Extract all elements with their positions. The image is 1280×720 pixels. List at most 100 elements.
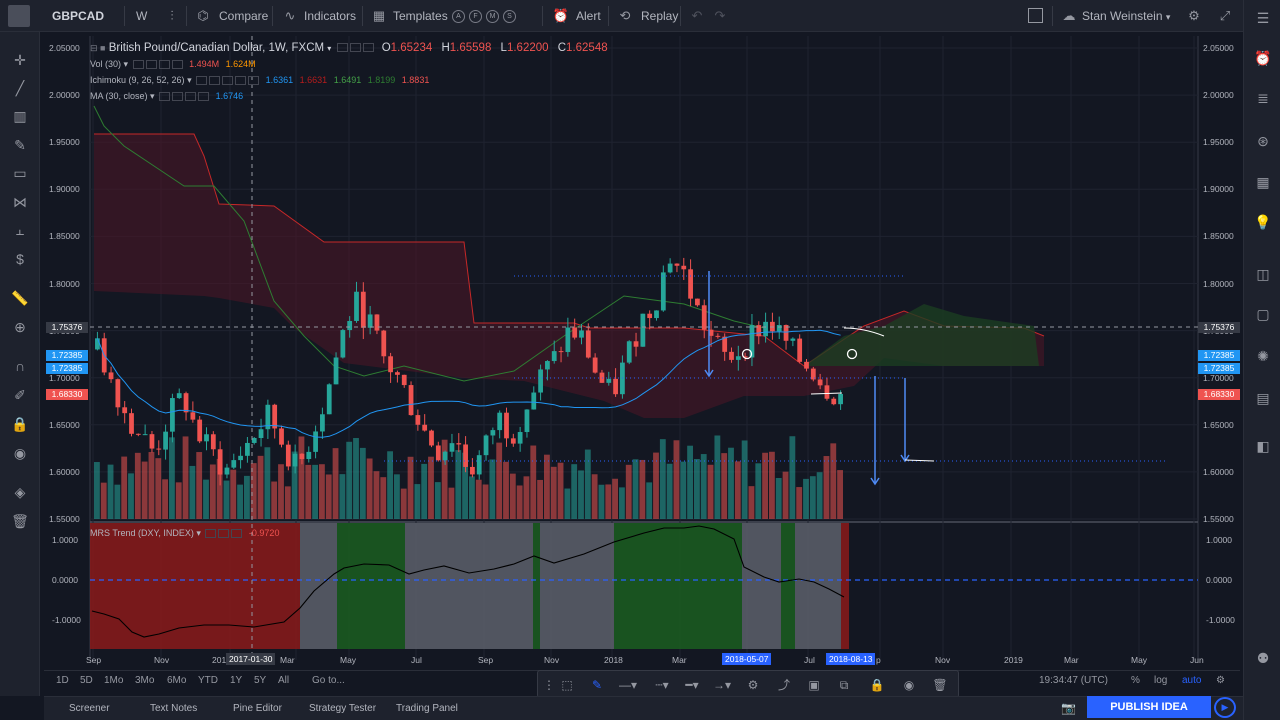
play-icon[interactable]: ▶: [1214, 697, 1236, 718]
alarm-icon[interactable]: ⏰: [1254, 50, 1272, 66]
range-5d[interactable]: 5D: [80, 675, 93, 686]
crosshair-icon[interactable]: ✛: [14, 52, 26, 68]
layers-icon[interactable]: ◈: [14, 484, 26, 500]
date-range-start-tag: 2018-05-07: [722, 653, 772, 665]
auto-toggle[interactable]: auto: [1182, 675, 1202, 686]
range-1d[interactable]: 1D: [56, 675, 69, 686]
axis-settings-icon[interactable]: ⚙: [1216, 675, 1225, 686]
eye-icon[interactable]: ◉: [13, 445, 27, 461]
dollar-icon[interactable]: $: [16, 251, 24, 267]
clock[interactable]: 19:34:47 (UTC): [1039, 675, 1108, 686]
tab-trading-panel[interactable]: Trading Panel: [396, 703, 458, 714]
interval-button[interactable]: W: [136, 9, 148, 23]
ichimoku-legend[interactable]: Ichimoku (9, 26, 52, 26) ▾ 1.6361 1.6631…: [90, 75, 430, 86]
ideas-icon[interactable]: 💡: [1254, 214, 1272, 230]
order-panel-icon[interactable]: ▤: [1256, 390, 1270, 406]
indicators-button[interactable]: Indicators: [304, 9, 357, 23]
selection-icon[interactable]: ⬚: [561, 678, 573, 692]
delete-icon[interactable]: 🗑: [932, 678, 948, 692]
alert-line-icon[interactable]: ⤴: [777, 678, 790, 692]
magnet-icon[interactable]: ∩: [14, 358, 26, 374]
template-slot-m[interactable]: M: [486, 10, 499, 24]
candle-body: [272, 404, 278, 429]
price-tick: 2.00000: [49, 90, 80, 101]
line-end-icon[interactable]: →▾: [712, 678, 732, 692]
notifications-icon[interactable]: ✺: [1257, 348, 1269, 364]
gear-icon[interactable]: ⚙: [1188, 8, 1200, 23]
range-all[interactable]: All: [278, 675, 290, 686]
dom-icon[interactable]: ◧: [1256, 438, 1270, 454]
collapse-icon[interactable]: ⊟ ■: [90, 43, 106, 53]
chat-icon[interactable]: ▢: [1256, 306, 1270, 322]
stay-drawing-icon[interactable]: ✐: [14, 387, 26, 403]
volume-bar: [523, 476, 530, 519]
avatar[interactable]: [8, 5, 30, 27]
bar-style-icon[interactable]: ⫶: [170, 8, 174, 23]
user-menu[interactable]: Stan Weinstein ▾: [1082, 9, 1171, 23]
range-1y[interactable]: 1Y: [230, 675, 243, 686]
symbol-search[interactable]: GBPCAD: [52, 9, 105, 23]
tab-strategy-tester[interactable]: Strategy Tester: [309, 703, 377, 714]
templates-button[interactable]: Templates: [393, 9, 448, 23]
template-slot-f[interactable]: F: [469, 10, 482, 24]
trendline-icon[interactable]: ╱: [15, 80, 25, 96]
pen-icon[interactable]: ✎: [591, 678, 603, 692]
hide-icon[interactable]: ◉: [903, 678, 915, 692]
pattern-icon[interactable]: ⋈: [13, 194, 27, 210]
layout-toggle[interactable]: [1028, 8, 1043, 23]
line-width-icon[interactable]: ━▾: [685, 678, 699, 692]
alert-button[interactable]: Alert: [576, 9, 601, 23]
tab-pine-editor[interactable]: Pine Editor: [233, 703, 282, 714]
range-3mo[interactable]: 3Mo: [135, 675, 155, 686]
trash-icon[interactable]: 🗑: [11, 513, 29, 529]
volume-legend[interactable]: Vol (30) ▾ 1.494M 1.624M: [90, 59, 256, 70]
camera-icon[interactable]: 📷: [1061, 701, 1076, 715]
template-icon[interactable]: ▣: [808, 678, 820, 692]
brush-icon[interactable]: ✎: [14, 137, 26, 153]
range-1mo[interactable]: 1Mo: [104, 675, 124, 686]
lock-icon[interactable]: 🔒: [11, 416, 29, 432]
prediction-icon[interactable]: ⫠: [15, 222, 25, 238]
redo-icon[interactable]: ↷: [714, 8, 726, 23]
mrs-legend[interactable]: MRS Trend (DXY, INDEX) ▾ -0.9720: [90, 528, 280, 539]
range-ytd[interactable]: YTD: [198, 675, 218, 686]
streams-icon[interactable]: ◫: [1256, 266, 1270, 282]
publish-idea-button[interactable]: PUBLISH IDEA: [1087, 696, 1211, 718]
data-window-icon[interactable]: ≣: [1257, 90, 1269, 106]
log-toggle[interactable]: log: [1154, 675, 1168, 686]
range-6mo[interactable]: 6Mo: [167, 675, 187, 686]
fullscreen-icon[interactable]: ⤢: [1219, 8, 1231, 23]
tab-screener[interactable]: Screener: [69, 703, 110, 714]
undo-icon[interactable]: ↶: [691, 8, 703, 23]
hotlist-icon[interactable]: ⊛: [1257, 133, 1269, 149]
drag-handle-icon[interactable]: ⋮: [543, 678, 555, 692]
help-icon[interactable]: ⚉: [1256, 650, 1270, 666]
price-chart-svg[interactable]: [44, 36, 1240, 670]
volume-bar: [537, 479, 543, 519]
range-5y[interactable]: 5Y: [254, 675, 267, 686]
watchlist-icon[interactable]: ☰: [1256, 10, 1270, 26]
chart-area[interactable]: ⊟ ■ British Pound/Canadian Dollar, 1W, F…: [44, 36, 1240, 700]
line-dashed-icon[interactable]: ┄▾: [655, 678, 669, 692]
candle-body: [681, 265, 687, 270]
fib-icon[interactable]: ▥: [13, 108, 27, 124]
template-slot-a[interactable]: A: [452, 10, 465, 24]
zoom-icon[interactable]: ⊕: [14, 319, 26, 335]
replay-button[interactable]: Replay: [641, 9, 679, 23]
volume-bar: [339, 474, 346, 519]
line-solid-icon[interactable]: —▾: [618, 678, 638, 692]
lock-drawing-icon[interactable]: 🔒: [869, 678, 885, 692]
ruler-icon[interactable]: 📏: [11, 290, 29, 306]
goto-button[interactable]: Go to...: [312, 675, 345, 686]
clone-icon[interactable]: ⧉: [839, 678, 849, 692]
text-icon[interactable]: ▭: [13, 165, 27, 181]
settings-icon[interactable]: ⚙: [747, 678, 759, 692]
compare-button[interactable]: Compare: [219, 9, 269, 23]
calendar-icon[interactable]: ▦: [1256, 174, 1270, 190]
tab-text-notes[interactable]: Text Notes: [150, 703, 198, 714]
template-slot-s[interactable]: S: [503, 10, 516, 24]
ma-legend[interactable]: MA (30, close) ▾ 1.6746: [90, 91, 244, 102]
percent-toggle[interactable]: %: [1131, 675, 1140, 686]
symbol-title[interactable]: British Pound/Canadian Dollar, 1W, FXCM: [108, 42, 325, 54]
